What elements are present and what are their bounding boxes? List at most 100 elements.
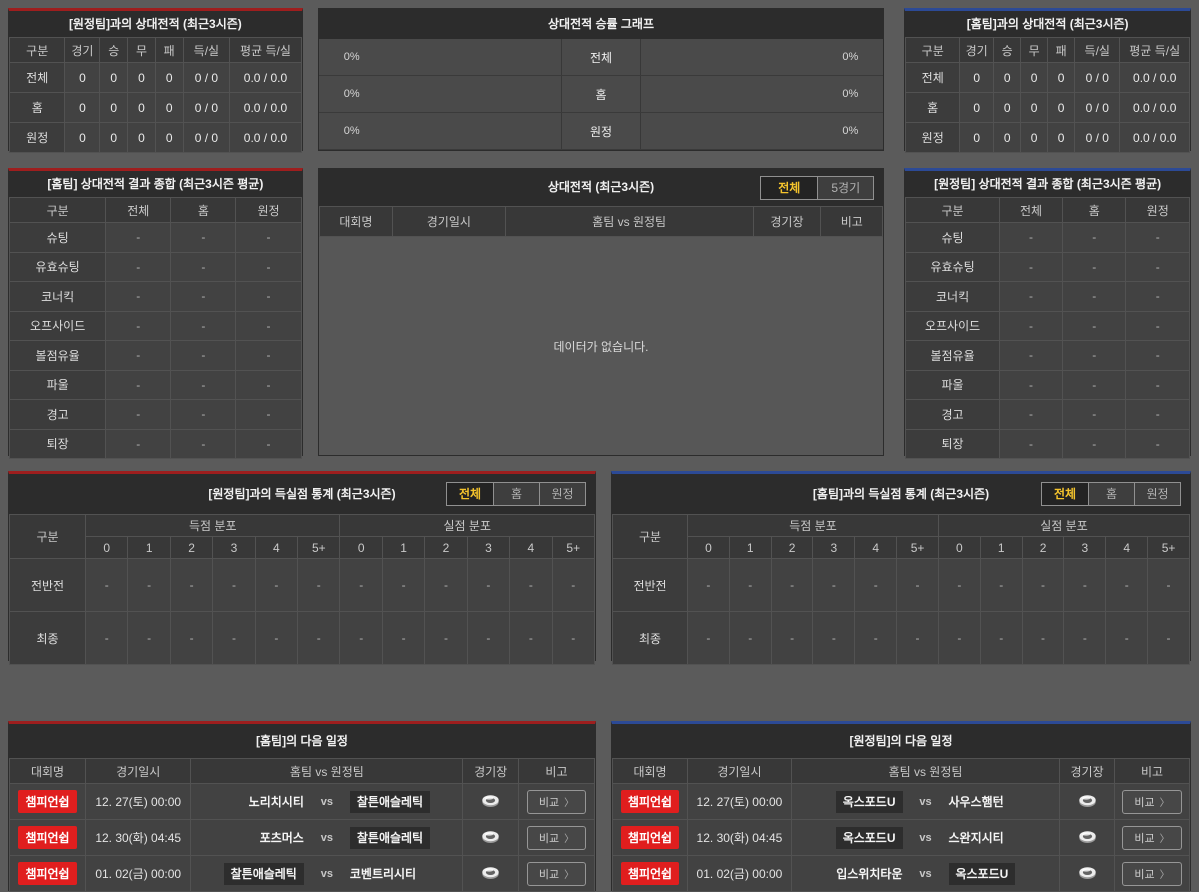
column-header: 경기일시 [85,758,192,784]
tab-all[interactable]: 전체 [761,176,818,199]
row-label: 퇴장 [8,428,107,459]
cell-value: - [1062,222,1127,253]
home-team-name[interactable]: 찰튼애슬레틱 [192,863,304,885]
cell-value: - [297,611,341,665]
cell-value: - [1147,558,1190,612]
home-team-name[interactable]: 옥스포드U [793,827,903,849]
vs-label: vs [320,831,333,844]
subcolumn-header: 1 [381,536,426,559]
cell-value: - [1125,399,1190,430]
record-table: 구분 경기 승 무 패 득/실 평균 득/실 전체 0 0 0 0 0 / 0 0.0 / 0.0 홈 0 0… [8,37,302,153]
away-team-name[interactable]: 찰튼애슬레틱 [349,827,462,849]
stadium-icon[interactable] [479,792,502,809]
cell-value: - [235,428,302,459]
tab-all[interactable]: 전체 [1042,483,1088,505]
cell-value: 0 [154,122,184,153]
cell-value: 0 [127,62,156,93]
cell-value: - [235,281,302,312]
cell-value: - [127,611,171,665]
tab-home[interactable]: 홈 [493,483,539,505]
cell-value: 0 / 0 [1074,92,1121,123]
cell-value: - [896,611,939,665]
vs-label: vs [919,831,932,844]
panel-title: [홈팀]과의 상대전적 (최근3시즌) [905,11,1190,37]
compare-button[interactable]: 비교 〉 [526,825,587,850]
chevron-right-icon: 〉 [1159,833,1170,845]
cell-value: - [235,251,302,282]
home-team-name[interactable]: 입스위치타운 [836,867,903,881]
away-team-name[interactable]: 스완지시티 [948,831,1004,845]
schedule-row: 챔피언쉽 12. 27(토) 00:00 옥스포드U vs 사우스햄턴 비교 〉 [612,783,1191,820]
stadium-icon[interactable] [1076,792,1099,809]
schedule-table: 대회명 경기일시 홈팀 vs 원정팀 경기장 비고 챔피언쉽 12. 27(토) 00:0… [8,758,596,892]
tab-5games[interactable]: 5경기 [817,176,874,199]
stadium-cell [1059,855,1115,892]
cell-value: - [170,369,237,400]
score-distribution-table: 구분 득점 분포 실점 분포 0 1 2 3 4 5+ 0 1 2 3 4 5+ 전반전 - - - - - - -… [8,514,596,665]
cell-value: - [1105,558,1149,612]
cell-value: - [1021,558,1065,612]
stadium-icon[interactable] [479,828,502,845]
cell-value: - [998,251,1064,282]
cell-value: - [854,611,898,665]
group-header-goals-for: 득점 분포 [687,514,939,537]
away-team-name[interactable]: 코벤트리시티 [349,867,417,881]
cell-value: - [466,611,511,665]
compare-button[interactable]: 비교 〉 [526,789,587,814]
winrate-bar-left: 0% [343,125,360,137]
column-header: 무 [1020,37,1049,63]
away-team-name[interactable]: 찰튼애슬레틱 [349,791,462,813]
compare-button[interactable]: 비교 〉 [1122,861,1182,886]
stadium-icon[interactable] [479,864,502,881]
tab-away[interactable]: 원정 [539,483,585,505]
home-team-name[interactable]: 포츠머스 [259,831,304,845]
subcolumn-header: 0 [687,536,730,559]
vs-label: vs [919,795,932,808]
cell-value: - [998,399,1064,430]
stadium-cell [462,783,519,820]
tab-all[interactable]: 전체 [447,483,493,505]
away-team-name[interactable]: 사우스햄턴 [948,795,1004,809]
row-label: 오프사이드 [8,310,107,341]
league-cell: 챔피언쉽 [8,783,87,820]
cell-value: - [127,558,171,612]
winrate-bar-right: 0% [842,51,859,63]
subcolumn-header: 0 [339,536,383,559]
home-team-name[interactable]: 노리치시티 [248,795,304,809]
compare-button[interactable]: 비교 〉 [1122,825,1182,850]
schedule-row: 챔피언쉽 12. 30(화) 04:45 옥스포드U vs 스완지시티 비교 〉 [612,819,1191,856]
stadium-icon[interactable] [1076,828,1099,845]
cell-value: - [979,611,1023,665]
row-label: 원정 [905,122,961,153]
schedule-row: 챔피언쉽 12. 30(화) 04:45 포츠머스 vs 찰튼애슬레틱 비교 〉 [8,819,596,856]
row-label: 전반전 [8,558,87,612]
cell-value: 0 [1020,62,1049,93]
table-row: 퇴장 - - - [8,428,302,459]
compare-button[interactable]: 비교 〉 [526,861,587,886]
compare-cell: 비교 〉 [517,819,596,856]
cell-value: - [1125,369,1190,400]
cell-value: - [1062,428,1127,459]
cell-value: - [812,611,856,665]
stadium-cell [462,855,519,892]
stadium-cell [1059,783,1115,820]
table-row: 경고 - - - [905,399,1190,430]
subcolumn-header: 5+ [896,536,939,559]
column-header: 경기장 [1059,758,1115,784]
tab-home[interactable]: 홈 [1088,483,1134,505]
subcolumn-header: 0 [85,536,129,559]
cell-value: 0 [993,92,1022,123]
cell-value: 0 [1047,62,1076,93]
summary-table: 구분 전체 홈 원정 슈팅 - - - 유효슈팅 - - - 코너킥 - - - 오프사이드 - - - 볼점유율 - -… [905,197,1190,459]
home-team-name[interactable]: 옥스포드U [793,791,903,813]
winrate-row-label: 전체 [561,39,641,75]
subcolumn-header: 1 [127,536,171,559]
compare-button[interactable]: 비교 〉 [1122,789,1182,814]
league-cell: 챔피언쉽 [612,783,688,820]
away-team-name[interactable]: 옥스포드U [948,863,1059,885]
tab-away[interactable]: 원정 [1134,483,1180,505]
stadium-icon[interactable] [1076,864,1099,881]
panel-h2h-match-list: 상대전적 (최근3시즌) 전체 5경기 대회명 경기일시 홈팀 vs 원정팀 경기장 비… [317,168,885,456]
cell-value: 0 [64,122,101,153]
winrate-row-label: 홈 [561,76,641,112]
